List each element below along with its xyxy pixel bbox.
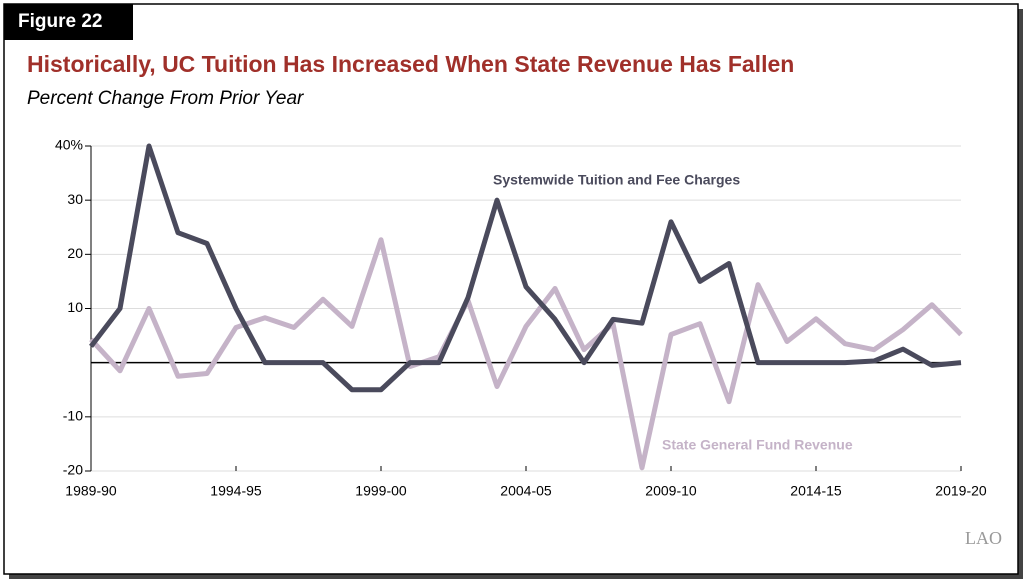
- chart-title: Historically, UC Tuition Has Increased W…: [27, 51, 794, 77]
- y-tick-label: 30: [67, 191, 83, 207]
- x-tick-label: 2019-20: [935, 483, 987, 499]
- series-label: State General Fund Revenue: [662, 437, 853, 453]
- series-label: Systemwide Tuition and Fee Charges: [493, 172, 740, 188]
- series-line: [89, 237, 963, 471]
- series-line: [89, 143, 962, 393]
- chart-subtitle: Percent Change From Prior Year: [27, 88, 304, 109]
- y-tick-label: 10: [67, 299, 83, 315]
- x-tick-label: 1999-00: [355, 483, 407, 499]
- logo: LAO: [965, 528, 1002, 548]
- x-tick-label: 2004-05: [500, 483, 552, 499]
- x-tick-label: 1989-90: [65, 483, 117, 499]
- y-tick-label: -20: [63, 462, 83, 478]
- x-tick-label: 2009-10: [645, 483, 697, 499]
- x-tick-label: 2014-15: [790, 483, 842, 499]
- figure-tab: [4, 4, 133, 40]
- y-tick-label: 20: [67, 245, 83, 261]
- y-tick-label: -10: [63, 408, 83, 424]
- x-tick-label: 1994-95: [210, 483, 262, 499]
- figure-label: Figure 22: [18, 11, 102, 32]
- y-tick-label: 40%: [55, 137, 83, 153]
- frame: [3, 3, 1019, 575]
